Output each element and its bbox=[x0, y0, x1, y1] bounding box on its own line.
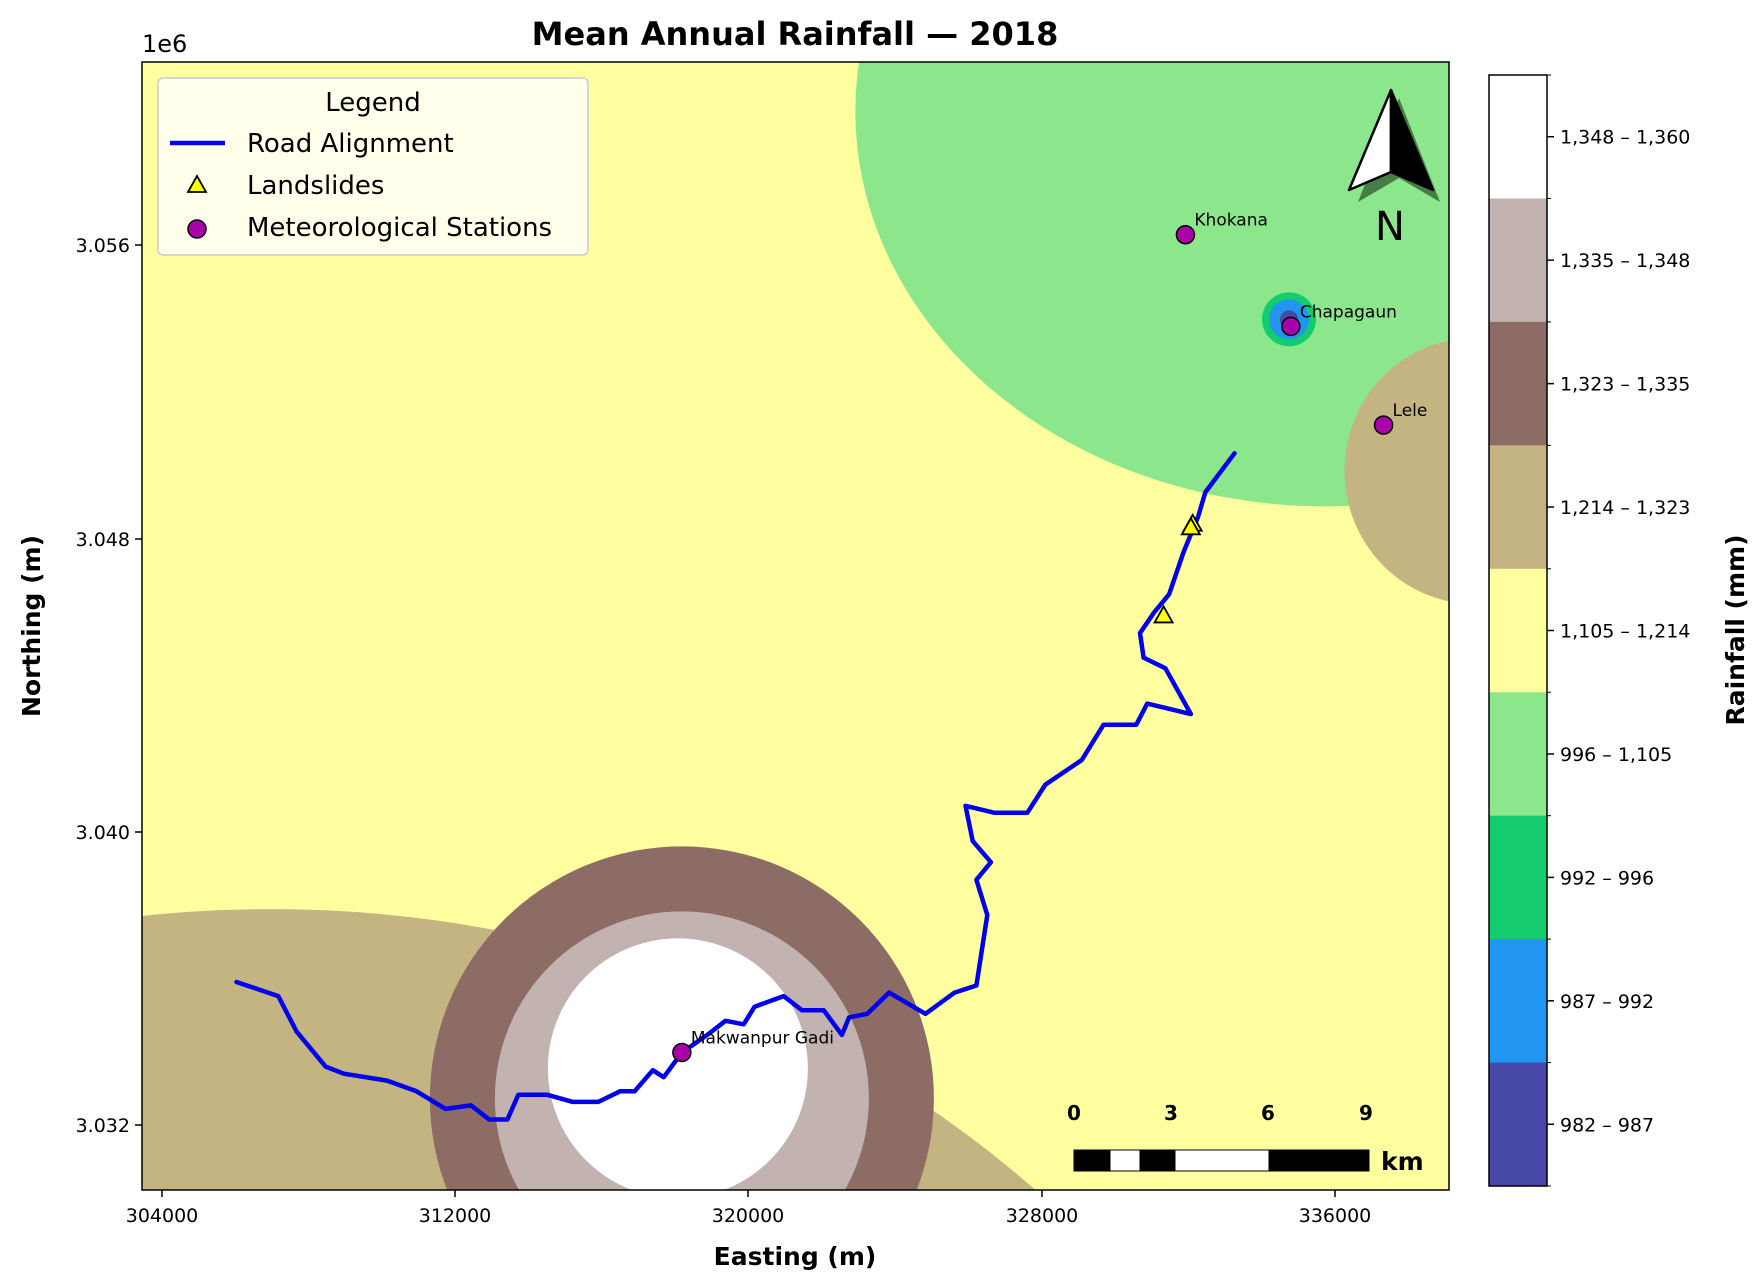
y-tick-label: 3.032 bbox=[76, 1115, 130, 1137]
station-marker bbox=[672, 1042, 692, 1063]
colorbar-class-label: 1,335 – 1,348 bbox=[1560, 250, 1690, 272]
road-alignment bbox=[234, 451, 1237, 1122]
colorbar-swatch bbox=[1489, 815, 1547, 940]
x-tick-label: 312000 bbox=[419, 1205, 492, 1227]
legend-title: Legend bbox=[325, 88, 421, 118]
landslides-layer bbox=[1153, 512, 1204, 624]
colorbar-class-label: 1,214 – 1,323 bbox=[1560, 497, 1690, 519]
landslide-marker bbox=[1153, 604, 1175, 624]
x-tick-label: 328000 bbox=[1006, 1205, 1079, 1227]
station-marker bbox=[1281, 316, 1301, 337]
station-label: Khokana bbox=[1194, 211, 1267, 231]
map-frame bbox=[141, 61, 1450, 1191]
landslide-legend-triangle bbox=[186, 174, 208, 193]
colorbar-swatch bbox=[1489, 321, 1547, 446]
colorbar-class-label: 992 – 996 bbox=[1560, 867, 1654, 889]
y-tick-label: 3.048 bbox=[76, 529, 130, 551]
scale-label: 9 bbox=[1359, 1101, 1373, 1125]
legend-box bbox=[157, 77, 589, 256]
colorbar-swatch bbox=[1489, 939, 1547, 1064]
legend-label-road: Road Alignment bbox=[247, 129, 454, 159]
colorbar-frame bbox=[1488, 74, 1548, 1187]
rainfall-zone-996-1105 bbox=[855, 62, 1449, 507]
scale-label: 6 bbox=[1261, 1101, 1275, 1125]
legend: Legend Road Alignment Landslides Meteoro… bbox=[157, 77, 589, 256]
station-marker bbox=[1175, 224, 1196, 245]
station-legend-marker bbox=[187, 219, 207, 239]
north-arrow-label: N bbox=[1375, 204, 1405, 250]
x-tick-label: 336000 bbox=[1299, 1205, 1372, 1227]
rainfall-zone-1348-1360 bbox=[547, 938, 808, 1190]
colorbar-class-label: 987 – 992 bbox=[1560, 991, 1654, 1013]
colorbar-class-label: 1,105 – 1,214 bbox=[1560, 621, 1690, 643]
colorbar-swatch bbox=[1489, 445, 1547, 570]
station-label: Makwanpur Gadi bbox=[691, 1029, 834, 1049]
y-tick-label: 3.040 bbox=[76, 822, 130, 844]
y-offset-label: 1e6 bbox=[142, 30, 187, 58]
y-axis-ticks: 3.032 3.040 3.048 3.056 bbox=[76, 235, 142, 1137]
landslide-marker bbox=[1180, 516, 1202, 536]
station-label: Chapagaun bbox=[1300, 302, 1397, 322]
stations-layer: Khokana Chapagaun Lele Makwanpur Gadi bbox=[672, 211, 1428, 1063]
rainfall-zone-1214-1323-lele bbox=[1344, 340, 1449, 602]
y-axis-label: Northing (m) bbox=[17, 535, 46, 717]
scale-bar: 0 3 6 9 km bbox=[1067, 1101, 1424, 1176]
map-title: Mean Annual Rainfall — 2018 bbox=[532, 15, 1059, 53]
legend-label-landslides: Landslides bbox=[247, 171, 384, 201]
colorbar-swatch bbox=[1489, 1062, 1547, 1187]
x-axis-label: Easting (m) bbox=[714, 1242, 877, 1271]
y-tick-label: 3.056 bbox=[76, 235, 130, 257]
colorbar-swatch bbox=[1489, 568, 1547, 693]
scale-label: 3 bbox=[1164, 1101, 1178, 1125]
colorbar: 1,348 – 1,360 1,335 – 1,348 1,323 – 1,335 1… bbox=[1489, 74, 1690, 1187]
legend-label-stations: Meteorological Stations bbox=[247, 213, 552, 243]
x-tick-label: 320000 bbox=[712, 1205, 785, 1227]
north-arrow: N bbox=[1347, 88, 1440, 250]
north-arrow-right bbox=[1389, 88, 1435, 192]
colorbar-swatch bbox=[1489, 75, 1547, 199]
x-axis-ticks: 304000 312000 320000 328000 336000 bbox=[126, 1190, 1372, 1227]
colorbar-class-label: 1,348 – 1,360 bbox=[1560, 127, 1690, 149]
colorbar-swatch bbox=[1489, 692, 1547, 817]
colorbar-class-label: 1,323 – 1,335 bbox=[1560, 374, 1690, 396]
x-tick-label: 304000 bbox=[126, 1205, 199, 1227]
colorbar-class-label: 996 – 1,105 bbox=[1560, 744, 1672, 766]
colorbar-label: Rainfall (mm) bbox=[1721, 534, 1750, 725]
colorbar-swatch bbox=[1489, 198, 1547, 323]
colorbar-class-label: 982 – 987 bbox=[1560, 1114, 1654, 1136]
scale-unit: km bbox=[1381, 1147, 1424, 1176]
scale-label: 0 bbox=[1067, 1101, 1081, 1125]
station-label: Lele bbox=[1393, 401, 1428, 421]
station-marker bbox=[1373, 415, 1394, 435]
